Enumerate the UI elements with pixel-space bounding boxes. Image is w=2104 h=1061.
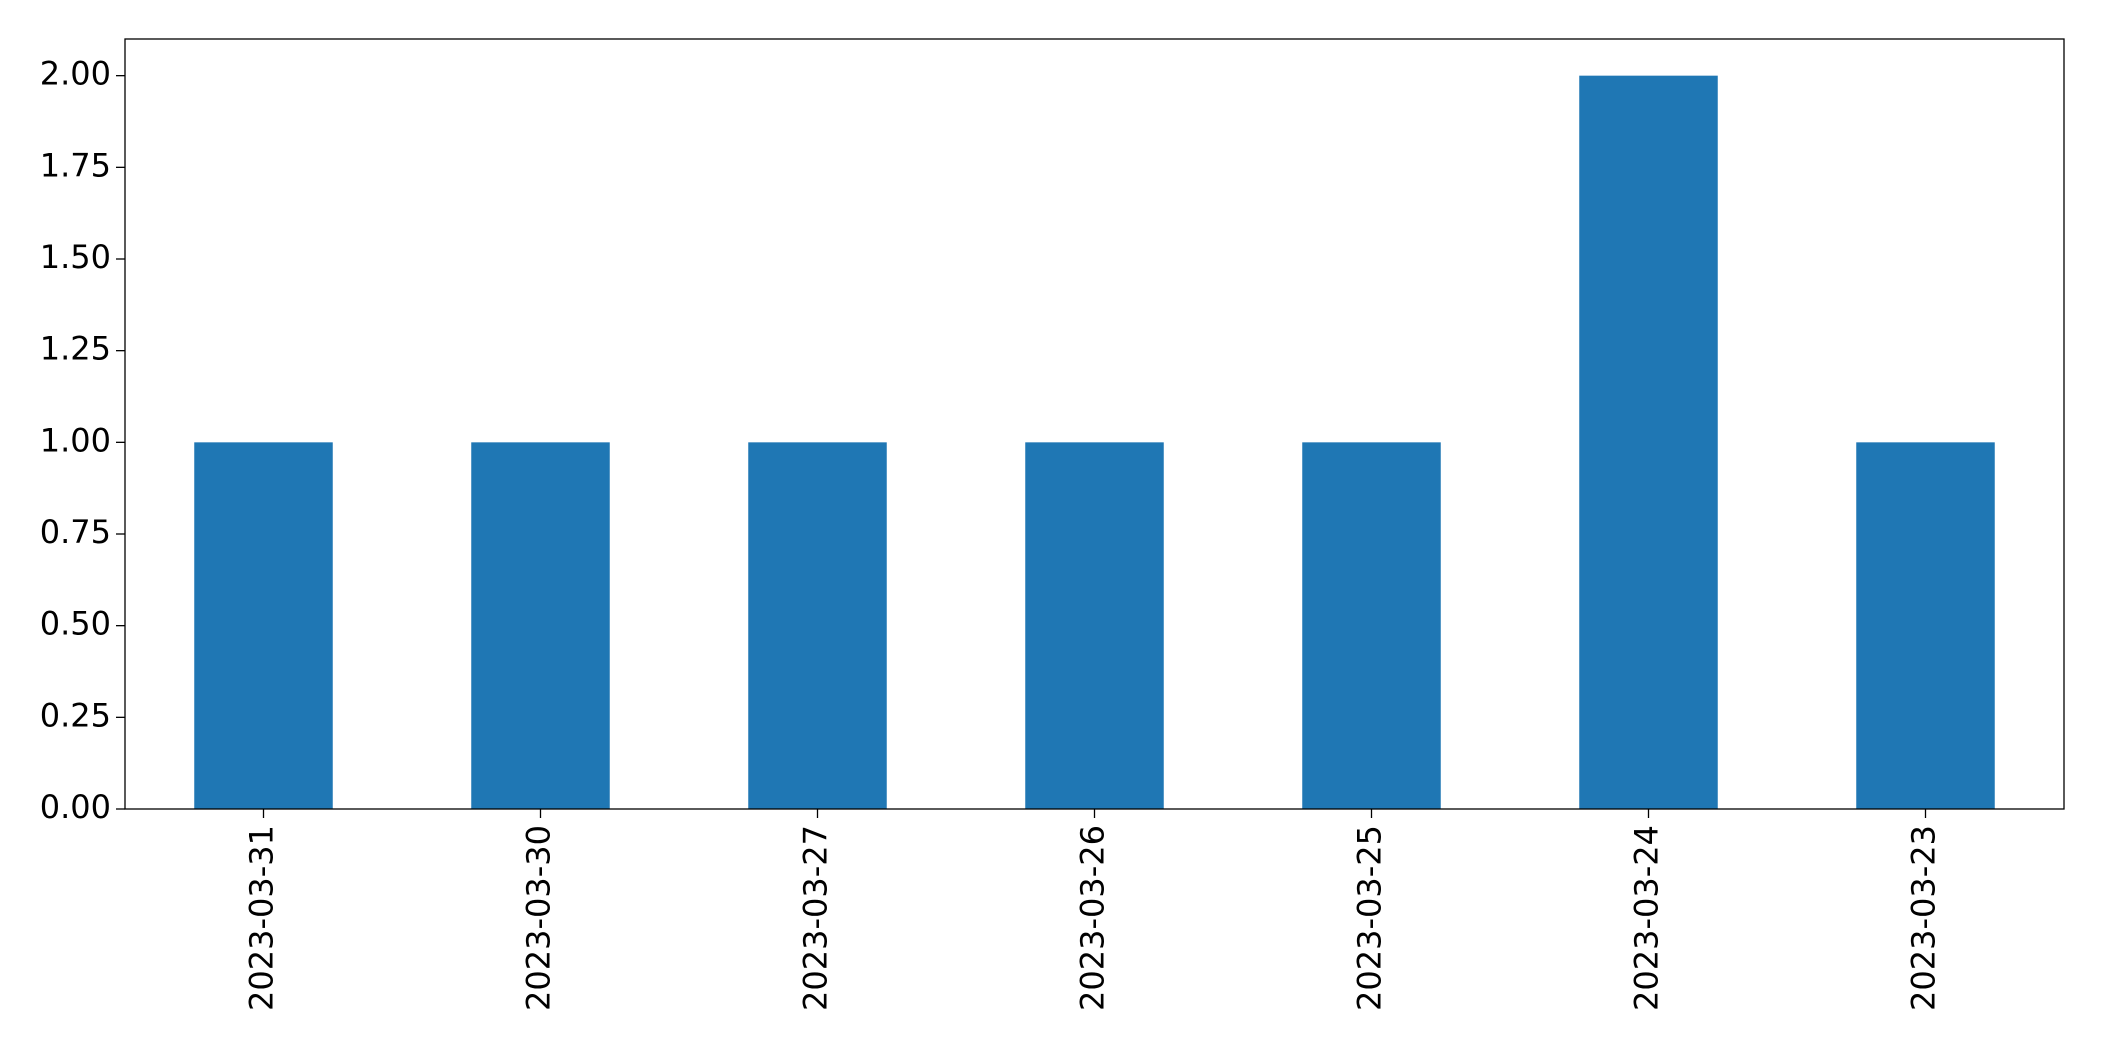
y-tick-label: 1.25 [40,330,111,368]
x-tick-label: 2023-03-30 [520,825,558,1011]
x-tick-label: 2023-03-23 [1905,825,1943,1011]
y-tick-label: 1.00 [40,421,111,459]
x-tick-label: 2023-03-31 [243,825,281,1011]
x-tick-label: 2023-03-24 [1628,825,1666,1011]
x-tick-label: 2023-03-26 [1074,825,1112,1011]
y-tick-label: 0.25 [40,696,111,734]
bar [194,442,333,809]
plot-frame [124,38,2065,810]
y-tick-label: 0.00 [40,788,111,826]
bar [748,442,887,809]
bar [1856,442,1995,809]
bar [471,442,610,809]
y-tick-label: 1.50 [40,238,111,276]
y-tick-label: 0.75 [40,513,111,551]
bar [1025,442,1164,809]
y-tick-label: 2.00 [40,55,111,93]
bar [1579,75,1718,809]
x-tick-label: 2023-03-25 [1351,825,1389,1011]
y-tick-label: 1.75 [40,146,111,184]
y-tick-label: 0.50 [40,605,111,643]
x-tick-label: 2023-03-27 [797,825,835,1011]
bar [1302,442,1441,809]
